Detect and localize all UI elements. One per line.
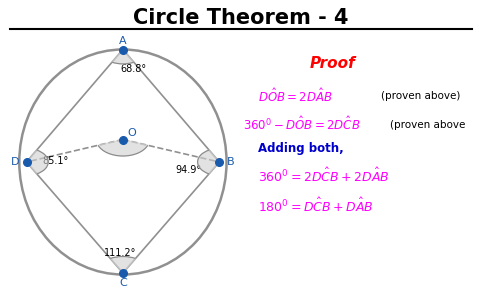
Text: $360^0 = 2D\hat{C}B + 2D\hat{A}B$: $360^0 = 2D\hat{C}B + 2D\hat{A}B$ bbox=[258, 167, 389, 184]
Text: (proven above: (proven above bbox=[390, 119, 466, 130]
Text: C: C bbox=[119, 278, 127, 288]
Polygon shape bbox=[98, 140, 147, 156]
Text: D: D bbox=[11, 157, 19, 167]
Text: 94.9°: 94.9° bbox=[175, 165, 201, 176]
Polygon shape bbox=[110, 256, 135, 273]
Text: $180^0 = D\hat{C}B + D\hat{A}B$: $180^0 = D\hat{C}B + D\hat{A}B$ bbox=[258, 196, 374, 214]
Text: B: B bbox=[227, 157, 235, 167]
Text: Adding both,: Adding both, bbox=[258, 142, 344, 155]
Polygon shape bbox=[112, 50, 134, 64]
Polygon shape bbox=[27, 150, 48, 174]
Text: $360^0 - D\hat{O}B = 2D\hat{C}B$: $360^0 - D\hat{O}B = 2D\hat{C}B$ bbox=[243, 116, 361, 134]
Polygon shape bbox=[198, 150, 219, 174]
Text: Circle Theorem - 4: Circle Theorem - 4 bbox=[133, 8, 349, 28]
Text: 111.2°: 111.2° bbox=[104, 248, 137, 259]
Text: Proof: Proof bbox=[310, 56, 355, 70]
Text: 85.1°: 85.1° bbox=[42, 155, 68, 166]
Text: A: A bbox=[119, 36, 127, 46]
Text: (proven above): (proven above) bbox=[381, 91, 460, 101]
Text: $D\hat{O}B = 2D\hat{A}B$: $D\hat{O}B = 2D\hat{A}B$ bbox=[258, 87, 333, 105]
Text: 68.8°: 68.8° bbox=[120, 64, 147, 74]
Text: O: O bbox=[127, 128, 136, 138]
